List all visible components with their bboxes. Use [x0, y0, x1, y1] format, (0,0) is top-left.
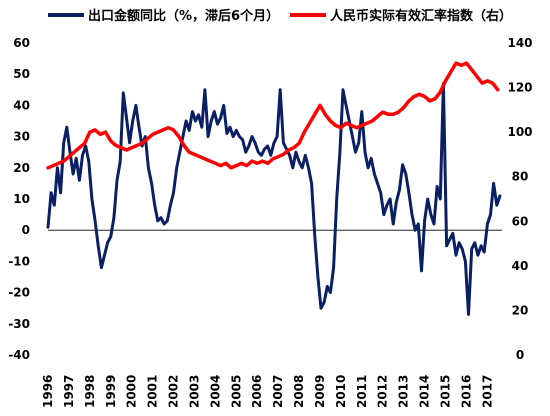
x-axis-tick-label: 2016 [459, 375, 473, 408]
x-axis-tick-label: 2000 [125, 375, 139, 408]
x-axis-tick-label: 1996 [41, 375, 55, 408]
x-axis-tick-label: 2003 [187, 375, 201, 408]
left-axis-tick-label: -20 [8, 286, 30, 300]
plot-area [46, 61, 502, 316]
x-axis-tick-label: 2013 [397, 375, 411, 408]
right-axis: 0 20 40 60 80 100 120 140 [507, 36, 532, 362]
legend-label-reer: 人民币实际有效汇率指数（右） [330, 8, 512, 24]
right-axis-tick-label: 100 [507, 125, 532, 139]
series-line-reer-index [46, 61, 500, 170]
x-axis-tick-label: 2012 [376, 375, 390, 408]
left-axis-tick-label: 40 [13, 98, 30, 112]
x-axis-tick-label: 2017 [480, 375, 494, 408]
left-axis-tick-label: 0 [22, 223, 30, 237]
left-axis-tick-label: 60 [13, 36, 30, 50]
x-axis-tick-label: 2005 [229, 375, 243, 408]
x-axis-tick-label: 2006 [250, 375, 264, 408]
series-line-export-growth [46, 82, 502, 316]
left-axis-tick-label: 20 [13, 161, 30, 175]
legend: 出口金额同比（%，滞后6个月） 人民币实际有效汇率指数（右） [48, 8, 512, 24]
right-axis-tick-label: 0 [516, 348, 524, 362]
legend-label-export: 出口金额同比（%，滞后6个月） [88, 8, 279, 24]
right-axis-tick-label: 60 [512, 214, 529, 228]
x-axis-tick-label: 2007 [271, 375, 285, 408]
x-axis-tick-label: 1997 [62, 375, 76, 408]
x-axis-tick-label: 2009 [313, 375, 327, 408]
x-axis-tick-label: 2011 [355, 375, 369, 408]
right-axis-tick-label: 40 [512, 259, 529, 273]
left-axis: -40 -30 -20 -10 0 10 20 30 40 50 60 [8, 36, 30, 362]
x-axis: 1996 1997 1998 1999 2000 2001 2002 2003 2004 2005… [41, 229, 502, 408]
right-axis-tick-label: 140 [507, 36, 532, 50]
left-axis-tick-label: -40 [8, 348, 30, 362]
x-axis-tick-label: 2014 [418, 375, 432, 408]
x-axis-tick-label: 2008 [292, 375, 306, 408]
x-axis-tick-label: 1999 [104, 375, 118, 408]
right-axis-tick-label: 120 [507, 81, 532, 95]
left-axis-tick-label: 50 [13, 67, 30, 81]
x-axis-tick-label: 2010 [334, 375, 348, 408]
left-axis-tick-label: -30 [8, 317, 30, 331]
left-axis-tick-label: -10 [8, 254, 30, 268]
right-axis-tick-label: 20 [512, 303, 529, 317]
x-axis-tick-label: 1998 [83, 375, 97, 408]
x-axis-tick-label: 2004 [208, 375, 222, 408]
x-axis-tick-label: 2015 [439, 375, 453, 408]
left-axis-tick-label: 10 [13, 192, 30, 206]
x-axis-tick-label: 2002 [167, 375, 181, 408]
x-axis-tick-label: 2001 [146, 375, 160, 408]
right-axis-tick-label: 80 [512, 170, 529, 184]
left-axis-tick-label: 30 [13, 130, 30, 144]
